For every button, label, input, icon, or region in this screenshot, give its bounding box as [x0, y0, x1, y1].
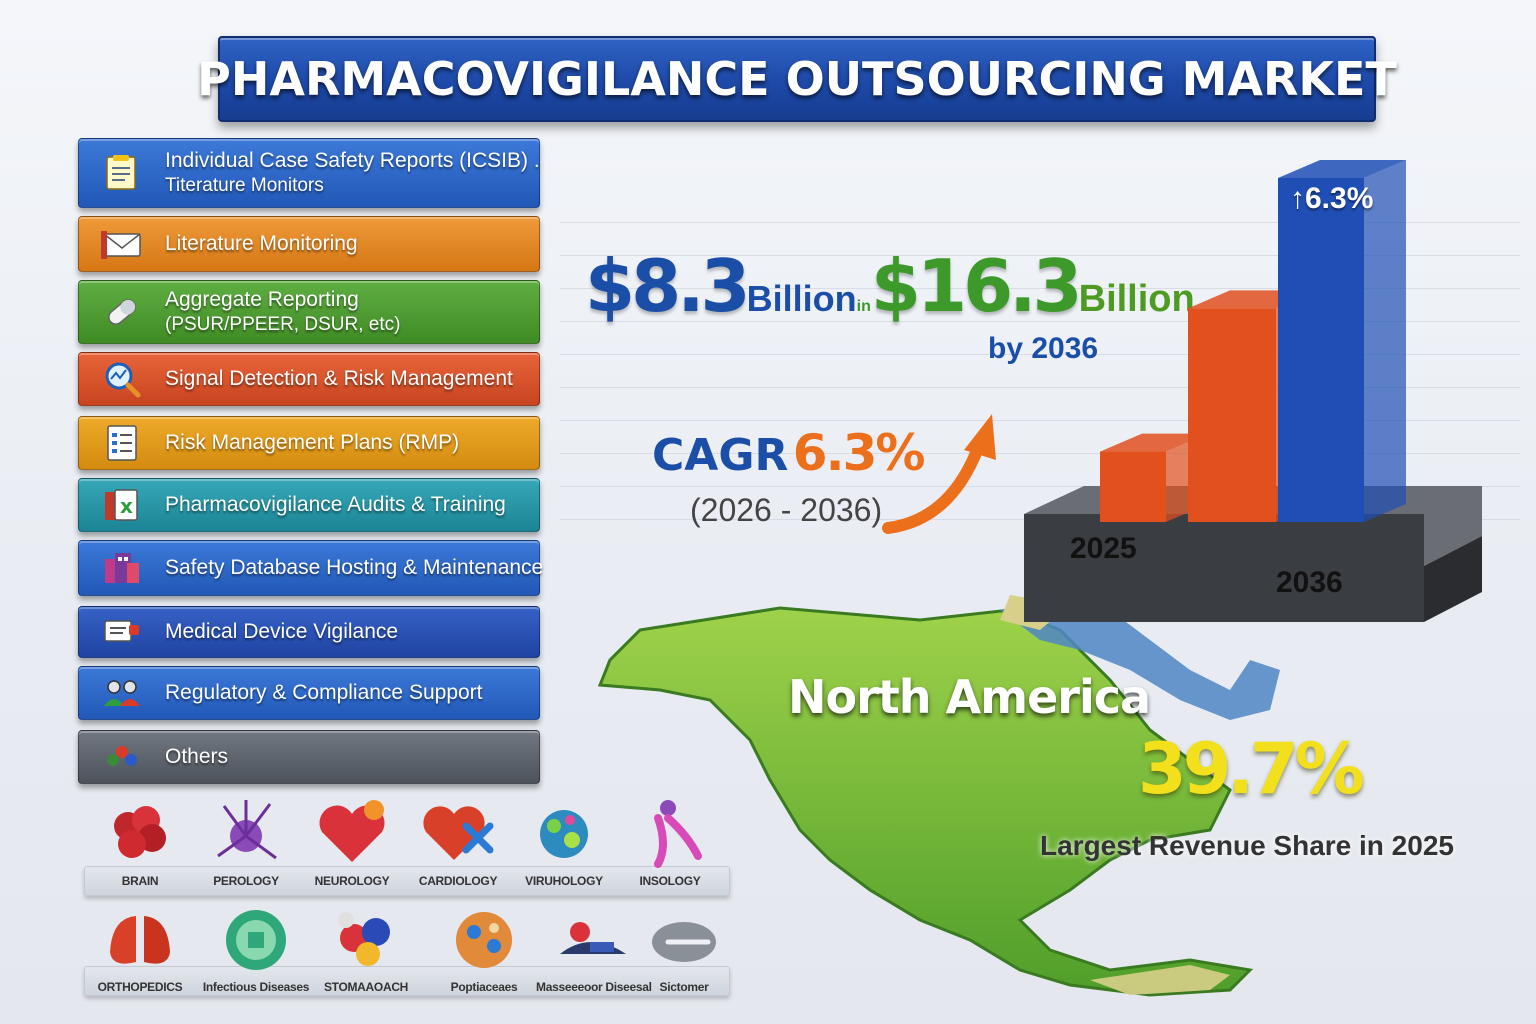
service-safety-database: Safety Database Hosting & Maintenance [78, 540, 544, 596]
therapeutic-area-item: STOMAAOACH [310, 902, 422, 994]
heart-cross-icon [423, 806, 494, 860]
therapeutic-area-item: ORTHOPEDICS [84, 902, 196, 994]
bar-annotation: ↑6.3% [1290, 182, 1374, 215]
therapeutic-label: NEUROLOGY [314, 874, 390, 888]
pill-icon [99, 292, 145, 332]
organs-icon [338, 912, 390, 966]
therapeutic-label: STOMAAOACH [323, 980, 409, 994]
magnifier-icon [99, 359, 145, 399]
end-value: $16.3 [870, 244, 1083, 328]
service-label: Individual Case Safety Reports (ICSIB) . [165, 149, 540, 172]
service-sublabel: Titerature Monitors [165, 175, 324, 196]
market-size-headline: $8.3Billionin$16.3Billion [585, 244, 1195, 328]
therapeutic-area-item: Poptiaceaes [428, 902, 540, 994]
therapeutic-label: VIRUHOLOGY [525, 874, 603, 888]
service-sublabel: (PSUR/PPEER, DSUR, etc) [165, 314, 401, 335]
title-banner: PHARMACOVIGILANCE OUTSOURCING MARKET [197, 36, 1397, 122]
connector-text: in [856, 298, 871, 315]
therapeutic-label: ORTHOPEDICS [97, 980, 183, 994]
people-icon [99, 673, 145, 713]
service-label: Regulatory & Compliance Support [165, 681, 483, 704]
monitor-icon [99, 612, 145, 652]
therapeutic-label: Sictomer [659, 980, 709, 994]
heart-icon [319, 800, 385, 862]
therapeutic-shelf-top [84, 866, 730, 896]
service-signal-detection: Signal Detection & Risk Management [78, 352, 540, 406]
therapeutic-area-item: VIRUHOLOGY [508, 796, 620, 888]
checklist-icon [99, 423, 145, 463]
start-unit: Billion [746, 278, 857, 319]
service-medical-device-vigilance: Medical Device Vigilance [78, 606, 540, 658]
growth-arrow-icon [882, 414, 996, 534]
therapeutic-label: BRAIN [121, 874, 159, 888]
service-literature-monitoring: Literature Monitoring [78, 216, 540, 272]
service-label: Others [165, 745, 229, 768]
therapeutic-area-item: BRAIN [84, 796, 196, 888]
region-note: Largest Revenue Share in 2025 [1040, 830, 1454, 861]
end-unit: Billion [1078, 278, 1195, 320]
service-icsr: Individual Case Safety Reports (ICSIB) .… [78, 138, 540, 208]
service-risk-management-plans: Risk Management Plans (RMP) [78, 416, 540, 470]
therapeutic-area-item: Infectious Diseases [200, 902, 312, 994]
brain-icon [114, 806, 166, 858]
virus-icon [540, 810, 588, 858]
cagr-period: (2026 - 2036) [690, 492, 883, 528]
service-label: Literature Monitoring [165, 232, 358, 255]
bar-2036-top [1278, 160, 1406, 178]
therapeutic-area-item: Sictomer [628, 902, 740, 994]
service-label: Risk Management Plans (RMP) [165, 431, 460, 454]
therapeutic-label: Poptiaceaes [450, 980, 518, 994]
service-regulatory-compliance: Regulatory & Compliance Support [78, 666, 540, 720]
forecast-year: by 2036 [988, 332, 1099, 365]
audit-icon: x [99, 485, 145, 525]
svg-text:x: x [120, 494, 133, 518]
envelope-icon [99, 224, 145, 264]
therapeutic-area-item: NEUROLOGY [296, 796, 408, 888]
therapeutic-label: CARDIOLOGY [418, 874, 498, 888]
service-label: Pharmacovigilance Audits & Training [165, 493, 506, 516]
document-icon [99, 153, 145, 193]
cagr-label: CAGR [652, 430, 789, 481]
therapeutic-area-item: INSOLOGY [614, 796, 726, 888]
therapeutic-label: Masseeeoor Diseesal [536, 980, 652, 994]
service-label: Medical Device Vigilance [165, 620, 399, 643]
therapeutic-label: Infectious Diseases [202, 980, 310, 994]
bar-label-start: 2025 [1070, 532, 1137, 565]
service-label: Aggregate Reporting [165, 288, 359, 311]
therapeutic-area-item: Masseeeoor Diseesal [536, 902, 652, 994]
service-label: Signal Detection & Risk Management [165, 367, 513, 390]
bar-label-end: 2036 [1276, 566, 1343, 599]
service-aggregate-reporting: Aggregate Reporting (PSUR/PPEER, DSUR, et… [78, 280, 540, 344]
lungs-icon [110, 916, 170, 964]
therapeutic-shelf-bottom [84, 966, 730, 996]
therapeutic-area-item: PEROLOGY [190, 796, 302, 888]
therapeutic-area-item: CARDIOLOGY [402, 796, 514, 888]
page-title: PHARMACOVIGILANCE OUTSOURCING MARKET [197, 52, 1397, 106]
scanner-icon [560, 922, 626, 954]
cagr-value: 6.3% [792, 424, 926, 482]
service-audits-training: x Pharmacovigilance Audits & Training [78, 478, 540, 532]
region-name: North America [788, 670, 1151, 724]
region-share: 39.7% [1138, 728, 1365, 810]
database-icon [99, 548, 145, 588]
service-others: Others [78, 730, 540, 784]
service-label: Safety Database Hosting & Maintenance [165, 556, 544, 579]
shield-icon [226, 910, 286, 970]
neuron-icon [217, 800, 277, 860]
cagr-block: CAGR 6.3% [652, 424, 926, 482]
dots-icon [99, 737, 145, 777]
start-value: $8.3 [585, 244, 751, 328]
cells-icon [456, 912, 512, 968]
therapeutic-label: PEROLOGY [213, 874, 279, 888]
device-icon [652, 922, 716, 962]
therapeutic-label: INSOLOGY [639, 874, 701, 888]
figure-icon [654, 800, 702, 868]
